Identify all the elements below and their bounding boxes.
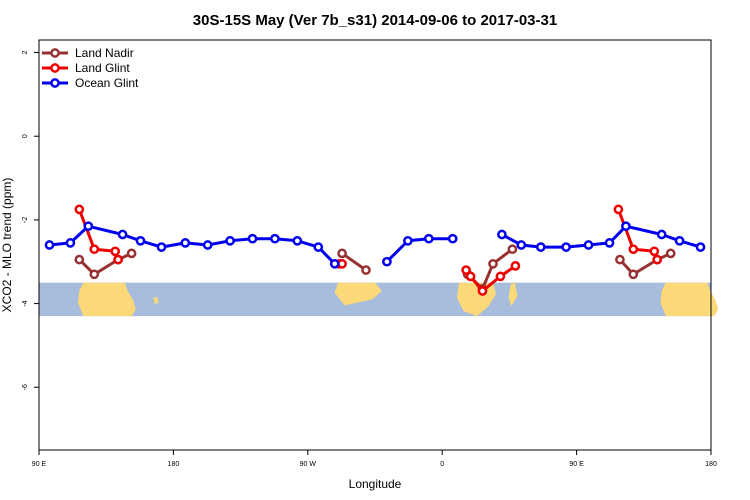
- ocean-glint-point: [83, 221, 94, 232]
- ocean-glint-point: [621, 221, 631, 232]
- series-ocean-glint: [44, 221, 706, 269]
- land-glint-point: [510, 261, 521, 271]
- ocean-glint-point: [497, 229, 507, 240]
- y-axis-label: XCO2 - MLO trend (ppm): [0, 178, 14, 313]
- land-glint-point: [337, 258, 347, 269]
- land-nadir-point: [628, 269, 639, 280]
- land-nadir-point: [337, 248, 347, 259]
- island-new-zealand: [692, 289, 699, 300]
- ocean-glint-point: [583, 240, 594, 250]
- x-axis-label: Longitude: [349, 477, 402, 491]
- land-nadir-line: [618, 252, 672, 276]
- ocean-glint-point: [202, 240, 213, 250]
- land-nadir-point: [488, 258, 498, 269]
- ocean-glint-point: [292, 235, 303, 246]
- land-glint-point: [113, 254, 123, 265]
- land-glint-point: [649, 246, 660, 257]
- land-glint-point: [74, 204, 85, 215]
- land-nadir-point: [615, 254, 625, 265]
- ocean-glint-point: [604, 238, 615, 248]
- ocean-glint-line: [385, 237, 453, 263]
- ocean-glint-point: [447, 233, 458, 244]
- ocean-glint-point: [674, 235, 685, 246]
- x-tick-label: 90 E: [569, 461, 584, 468]
- ocean-glint-line: [501, 224, 701, 249]
- chart-title: 30S-15S May (Ver 7b_s31) 2014-09-06 to 2…: [193, 12, 557, 29]
- x-tick-label: 0: [440, 461, 444, 468]
- y-axis: 2 0 -2 -4 -6: [22, 51, 39, 390]
- land-glint-point: [465, 271, 476, 282]
- ocean-glint-point: [656, 229, 667, 240]
- ocean-glint-point: [225, 235, 235, 246]
- ocean-glint-point: [382, 256, 392, 267]
- land-nadir-point: [665, 248, 676, 259]
- land-nadir-point: [89, 269, 100, 280]
- y-tick-label: -2: [22, 217, 29, 223]
- ocean-glint-point: [516, 240, 527, 250]
- landmass-madagascar: [508, 282, 518, 307]
- land-glint-point: [477, 286, 488, 296]
- x-tick-label: 90 E: [32, 461, 47, 468]
- legend-label: Ocean Glint: [75, 76, 139, 90]
- landmass-south-america: [334, 282, 382, 306]
- landmass-australia: [78, 282, 136, 317]
- land-glint-point: [495, 271, 506, 282]
- legend-marker: [50, 63, 60, 73]
- land-glint-point: [652, 254, 663, 265]
- legend-item-land-nadir: Land Nadir: [42, 46, 134, 60]
- ocean-glint-point: [423, 233, 434, 244]
- x-tick-label: 90 W: [300, 461, 317, 468]
- ocean-glint-point: [117, 229, 128, 240]
- map-band: [39, 282, 719, 317]
- land-nadir-point: [507, 244, 518, 255]
- land-nadir-point: [126, 248, 137, 259]
- ocean-glint-point: [561, 242, 571, 252]
- ocean-glint-point: [695, 242, 706, 252]
- legend-marker: [50, 78, 60, 88]
- ocean-glint-point: [44, 240, 55, 250]
- legend-label: Land Glint: [75, 61, 130, 75]
- legend-label: Land Nadir: [75, 46, 134, 60]
- series-layer: [44, 204, 706, 296]
- plot-frame: [38, 39, 712, 451]
- ocean-glint-point: [247, 233, 258, 244]
- ocean-glint-point: [313, 242, 324, 252]
- land-nadir-line: [341, 252, 367, 272]
- land-nadir-point: [74, 254, 85, 265]
- x-tick-label: 180: [168, 461, 180, 468]
- x-axis: 90 E 180 90 W 0 90 E 180: [32, 450, 717, 468]
- island-new-caledonia: [153, 296, 159, 305]
- y-tick-label: -6: [22, 384, 29, 390]
- ocean-glint-point: [180, 238, 191, 248]
- landmass-australia-repeat: [660, 282, 719, 317]
- y-tick-label: 2: [22, 51, 29, 55]
- land-glint-point: [89, 244, 100, 255]
- land-nadir-point: [361, 265, 371, 275]
- x-tick-label: 180: [705, 461, 717, 468]
- ocean-glint-point: [535, 242, 546, 252]
- y-tick-label: -4: [22, 300, 29, 306]
- legend-item-ocean-glint: Ocean Glint: [42, 76, 139, 90]
- ocean-glint-point: [65, 238, 76, 248]
- y-tick-label: 0: [22, 134, 29, 138]
- ocean-glint-point: [270, 233, 280, 244]
- legend-item-land-glint: Land Glint: [42, 61, 130, 75]
- land-glint-point: [628, 244, 639, 255]
- legend-marker: [50, 48, 60, 58]
- land-glint-point: [461, 265, 471, 275]
- land-glint-point: [613, 204, 624, 215]
- ocean-glint-point: [329, 258, 340, 269]
- land-nadir-line: [78, 252, 133, 276]
- land-glint-point: [110, 246, 121, 257]
- ocean-glint-point: [403, 235, 413, 246]
- ocean-glint-point: [156, 242, 167, 252]
- ocean-glint-point: [135, 235, 146, 246]
